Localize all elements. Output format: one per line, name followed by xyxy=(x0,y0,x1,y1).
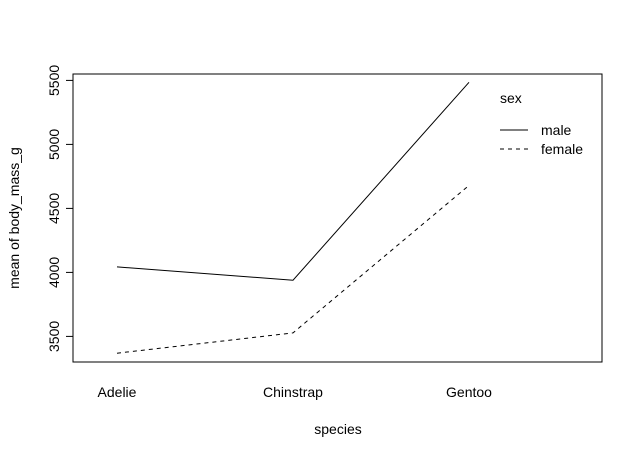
x-tick-label-chinstrap: Chinstrap xyxy=(263,384,323,400)
y-tick-label-5500: 5500 xyxy=(46,65,62,96)
x-axis: Adelie Chinstrap Gentoo xyxy=(98,384,493,400)
x-axis-label: species xyxy=(314,421,361,437)
series-line-female xyxy=(116,185,470,354)
y-axis: 3500 4000 4500 5000 5500 xyxy=(46,65,73,352)
plot-frame xyxy=(72,73,603,363)
y-tick-label-4000: 4000 xyxy=(46,257,62,288)
legend-label-male: male xyxy=(541,122,572,138)
y-tick-label-5000: 5000 xyxy=(46,129,62,160)
y-axis-label: mean of body_mass_g xyxy=(6,147,22,289)
x-tick-label-adelie: Adelie xyxy=(98,384,137,400)
legend: sex male female xyxy=(500,90,583,157)
legend-title: sex xyxy=(500,90,522,106)
series-line-male xyxy=(116,81,470,281)
legend-label-female: female xyxy=(541,141,583,157)
series-layer xyxy=(116,81,470,354)
x-tick-label-gentoo: Gentoo xyxy=(446,384,492,400)
y-tick-label-4500: 4500 xyxy=(46,193,62,224)
y-tick-label-3500: 3500 xyxy=(46,321,62,352)
